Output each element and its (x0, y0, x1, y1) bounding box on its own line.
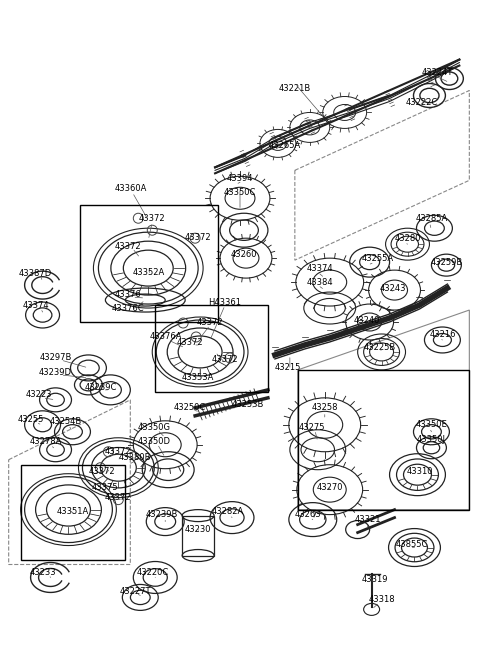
Text: 43372: 43372 (105, 447, 132, 457)
Text: 43394: 43394 (227, 174, 253, 183)
Text: 43372: 43372 (177, 339, 204, 347)
Bar (21, 464, 125, 559)
Text: 43372: 43372 (212, 356, 239, 364)
Text: H43361: H43361 (208, 297, 241, 307)
Bar (81, 205, 218, 322)
Text: 43280: 43280 (394, 234, 421, 243)
Text: 43224T: 43224T (422, 68, 453, 77)
Text: 43263: 43263 (295, 510, 321, 519)
Text: 43353A: 43353A (182, 373, 214, 383)
Text: 43319: 43319 (361, 575, 388, 584)
Text: 43254B: 43254B (49, 417, 82, 426)
Text: 43375: 43375 (92, 483, 119, 492)
Text: 43387D: 43387D (19, 269, 52, 278)
Text: 43318: 43318 (368, 595, 395, 604)
Text: 43350J: 43350J (417, 436, 446, 444)
Bar (182, 515, 214, 555)
Text: 43230: 43230 (185, 525, 211, 534)
Text: 43380B: 43380B (119, 453, 152, 462)
Text: 43253B: 43253B (232, 400, 264, 409)
Text: 43233: 43233 (29, 568, 56, 577)
Text: 43350E: 43350E (416, 421, 447, 429)
Text: 43310: 43310 (406, 467, 433, 476)
Text: 43255A: 43255A (361, 253, 394, 263)
Text: 43222C: 43222C (405, 98, 438, 107)
Text: 43372: 43372 (89, 467, 116, 476)
Text: 43278A: 43278A (29, 438, 62, 446)
Text: 43376: 43376 (115, 290, 142, 299)
Text: 43376C: 43376C (112, 303, 144, 312)
Text: 43351A: 43351A (56, 507, 89, 516)
Text: 43220C: 43220C (136, 568, 168, 577)
Text: 43384: 43384 (306, 278, 333, 287)
Text: 43223: 43223 (25, 390, 52, 400)
Text: 43265A: 43265A (269, 141, 301, 150)
Text: 43372: 43372 (105, 493, 132, 502)
Text: 43225B: 43225B (363, 343, 396, 352)
Text: 43350G: 43350G (138, 423, 171, 432)
Text: 43374: 43374 (306, 263, 333, 272)
Text: 43255: 43255 (17, 415, 44, 424)
Text: 43258: 43258 (312, 403, 338, 413)
Text: 43239C: 43239C (84, 383, 117, 392)
Text: 43215: 43215 (275, 364, 301, 373)
Text: 43270: 43270 (316, 483, 343, 492)
Text: 43275: 43275 (299, 423, 325, 432)
Text: 43227T: 43227T (120, 587, 151, 596)
Text: 43374: 43374 (22, 301, 49, 310)
Text: 43321: 43321 (354, 515, 381, 524)
Text: 43372: 43372 (139, 214, 166, 223)
Text: 43240: 43240 (353, 316, 380, 324)
Text: 43250C: 43250C (174, 403, 206, 413)
Text: 43282A: 43282A (212, 507, 244, 516)
Text: 43376A: 43376A (150, 333, 182, 341)
Text: 43259B: 43259B (430, 257, 463, 267)
Text: 43855C: 43855C (396, 540, 428, 549)
Text: 43239B: 43239B (146, 510, 179, 519)
Text: 43297B: 43297B (39, 354, 72, 362)
Text: 43372: 43372 (197, 318, 223, 326)
Text: 43350C: 43350C (224, 188, 256, 196)
Text: 43372: 43372 (115, 242, 142, 251)
Text: 43285A: 43285A (415, 214, 447, 223)
Text: 43239D: 43239D (39, 368, 72, 377)
Text: 43216: 43216 (429, 331, 456, 339)
Bar (155, 305, 268, 392)
Text: 43243: 43243 (379, 284, 406, 293)
Text: 43352A: 43352A (132, 268, 164, 276)
Text: 43372: 43372 (185, 233, 211, 242)
Text: 43221B: 43221B (279, 84, 311, 93)
Text: 43360A: 43360A (114, 184, 146, 193)
Bar (298, 370, 469, 510)
Text: 43260: 43260 (231, 250, 257, 259)
Text: 43350D: 43350D (138, 438, 171, 446)
